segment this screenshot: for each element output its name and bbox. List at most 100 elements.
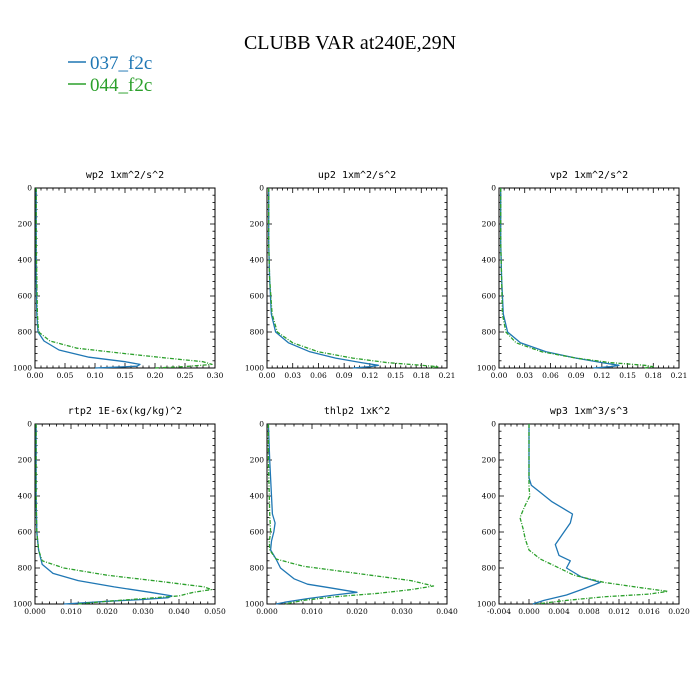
x-tick-label: 0.21: [439, 371, 456, 380]
plot-frame: [498, 187, 680, 369]
x-tick-label: 0.03: [516, 371, 533, 380]
panel-title: wp3 1xm^3/s^3: [550, 406, 628, 417]
y-tick-label: 600: [18, 292, 33, 301]
x-tick-label: 0.040: [168, 607, 190, 616]
y-tick-label: 400: [250, 492, 265, 501]
y-tick-label: 800: [18, 564, 33, 573]
y-tick-label: 400: [18, 256, 33, 265]
y-tick-label: 1000: [13, 364, 32, 373]
series-line-044-f2c: [267, 424, 435, 605]
y-tick-label: 200: [482, 220, 497, 229]
x-tick-label: 0.020: [96, 607, 118, 616]
y-tick-label: 400: [250, 256, 265, 265]
y-tick-label: 1000: [477, 364, 496, 373]
panel-title: vp2 1xm^2/s^2: [550, 170, 628, 181]
x-tick-label: 0.020: [668, 607, 690, 616]
x-tick-label: 0.09: [336, 371, 353, 380]
series-line-044-f2c: [268, 188, 440, 369]
y-tick-label: 200: [482, 456, 497, 465]
x-tick-label: 0.06: [310, 371, 327, 380]
x-tick-label: 0.012: [608, 607, 630, 616]
y-tick-label: 600: [250, 528, 265, 537]
x-tick-label: 0.15: [387, 371, 404, 380]
x-tick-label: 0.20: [147, 371, 164, 380]
y-tick-label: 200: [18, 456, 33, 465]
series-line-037-f2c: [268, 188, 380, 369]
y-tick-label: 600: [250, 292, 265, 301]
x-tick-label: 0.00: [27, 371, 44, 380]
y-tick-label: 0: [491, 184, 496, 193]
series-line-037-f2c: [267, 423, 358, 605]
legend-label-044-f2c: 044_f2c: [90, 75, 152, 96]
x-tick-label: 0.030: [132, 607, 154, 616]
x-tick-label: 0.000: [518, 607, 540, 616]
x-tick-label: 0.000: [256, 607, 278, 616]
y-tick-label: 0: [259, 420, 264, 429]
x-tick-label: 0.30: [207, 371, 224, 380]
y-tick-label: 1000: [245, 364, 264, 373]
panel-title: wp2 1xm^2/s^2: [86, 170, 164, 181]
x-tick-label: 0.00: [491, 371, 508, 380]
figure-title: CLUBB VAR at240E,29N: [244, 32, 456, 54]
x-tick-label: 0.15: [619, 371, 636, 380]
y-tick-label: 600: [482, 292, 497, 301]
y-tick-label: 800: [482, 564, 497, 573]
x-tick-label: 0.000: [24, 607, 46, 616]
x-tick-label: 0.18: [645, 371, 662, 380]
y-tick-label: 200: [250, 456, 265, 465]
x-tick-label: 0.12: [362, 371, 379, 380]
x-tick-label: 0.010: [301, 607, 323, 616]
panel-wp3: wp3 1xm^3/s^3 0 200 400 600 800 1000-0.004 0.0…: [477, 406, 690, 616]
x-tick-label: 0.020: [346, 607, 368, 616]
x-tick-label: 0.040: [436, 607, 458, 616]
legend: 037_f2c 044_f2c: [68, 53, 152, 96]
x-tick-label: 0.21: [671, 371, 688, 380]
x-tick-label: 0.016: [638, 607, 660, 616]
y-tick-label: 400: [482, 256, 497, 265]
panel-title: rtp2 1E-6x(kg/kg)^2: [68, 406, 182, 417]
x-tick-label: 0.25: [177, 371, 194, 380]
series-line-037-f2c: [35, 424, 173, 605]
series-line-044-f2c: [519, 424, 669, 605]
y-tick-label: 600: [18, 528, 33, 537]
y-tick-label: 0: [27, 184, 32, 193]
x-tick-label: 0.00: [259, 371, 276, 380]
series-line-044-f2c: [500, 188, 654, 369]
plot-frame: [266, 187, 448, 369]
y-tick-label: 600: [482, 528, 497, 537]
y-tick-label: 1000: [245, 600, 264, 609]
x-tick-label: 0.12: [594, 371, 611, 380]
y-tick-label: 0: [27, 420, 32, 429]
panel-rtp2: rtp2 1E-6x(kg/kg)^2 020040060080010000.0…: [13, 406, 226, 616]
plot-frame: [266, 423, 448, 605]
x-tick-label: 0.010: [60, 607, 82, 616]
x-tick-label: 0.15: [117, 371, 134, 380]
x-tick-label: 0.09: [568, 371, 585, 380]
y-tick-label: 200: [18, 220, 33, 229]
x-tick-label: 0.030: [391, 607, 413, 616]
series-line-037-f2c: [500, 188, 620, 369]
x-tick-label: 0.18: [413, 371, 430, 380]
y-tick-label: 800: [250, 564, 265, 573]
y-tick-label: 400: [18, 492, 33, 501]
x-tick-label: 0.06: [542, 371, 559, 380]
y-tick-label: 800: [250, 328, 265, 337]
x-tick-label: 0.10: [87, 371, 104, 380]
series-line-044-f2c: [35, 424, 213, 605]
panel-title: thlp2 1xK^2: [324, 406, 390, 417]
plot-frame: [34, 423, 216, 605]
y-tick-label: 400: [482, 492, 497, 501]
y-tick-label: 1000: [13, 600, 32, 609]
x-tick-label: 0.05: [57, 371, 74, 380]
series-line-037-f2c: [528, 424, 601, 605]
x-tick-label: -0.004: [487, 607, 511, 616]
y-tick-label: 0: [259, 184, 264, 193]
panel-title: up2 1xm^2/s^2: [318, 170, 396, 181]
y-tick-label: 800: [482, 328, 497, 337]
x-tick-label: 0.03: [284, 371, 301, 380]
